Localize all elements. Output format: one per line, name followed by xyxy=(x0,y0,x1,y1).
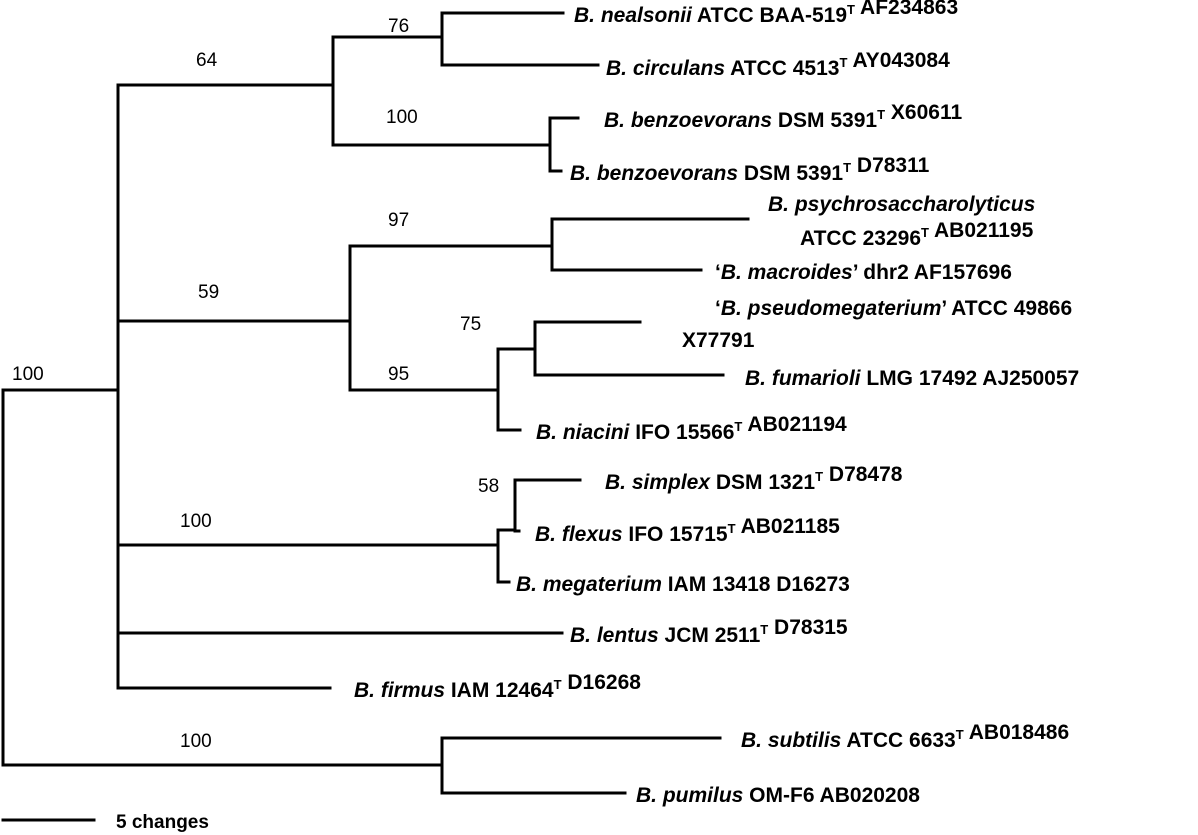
bootstrap-value: 75 xyxy=(460,314,481,335)
bootstrap-value: 95 xyxy=(388,364,409,385)
taxon-label-flexus: B. flexus IFO 15715T AB021185 xyxy=(535,515,840,546)
scale-bar-label: 5 changes xyxy=(116,812,209,833)
taxon-label-megaterium: B. megaterium IAM 13418 D16273 xyxy=(516,573,850,596)
taxon-label-pseudomegaterium-line2: X77791 xyxy=(682,329,755,352)
bootstrap-values: 76 64 100 97 59 75 95 100 58 100 100 xyxy=(12,16,499,752)
taxon-label-circulans: B. circulans ATCC 4513T AY043084 xyxy=(606,49,950,80)
taxon-label-macroides: ‘B. macroides’ dhr2 AF157696 xyxy=(715,261,1012,284)
taxon-label-subtilis: B. subtilis ATCC 6633T AB018486 xyxy=(741,721,1069,752)
bootstrap-value: 64 xyxy=(196,50,218,71)
bootstrap-value: 100 xyxy=(12,364,44,385)
taxon-labels: B. nealsonii ATCC BAA-519T AF234863 B. ci… xyxy=(354,0,1079,807)
taxon-label-simplex: B. simplex DSM 1321T D78478 xyxy=(605,463,903,494)
taxon-label-firmus: B. firmus IAM 12464T D16268 xyxy=(354,671,641,702)
taxon-label-benzoevorans-1: B. benzoevorans DSM 5391T X60611 xyxy=(604,101,962,132)
taxon-label-pumilus: B. pumilus OM-F6 AB020208 xyxy=(636,784,920,807)
bootstrap-value: 97 xyxy=(388,210,409,231)
bootstrap-value: 100 xyxy=(386,107,418,128)
bootstrap-value: 76 xyxy=(388,16,409,37)
bootstrap-value: 58 xyxy=(478,476,499,497)
bootstrap-value: 100 xyxy=(180,731,212,752)
tree-branches xyxy=(1,11,750,795)
bootstrap-value: 100 xyxy=(180,511,212,532)
taxon-label-psychrosaccharolyticus: B. psychrosaccharolyticus xyxy=(768,193,1035,216)
taxon-label-psychrosaccharolyticus-line2: ATCC 23296T AB021195 xyxy=(800,219,1034,250)
taxon-label-pseudomegaterium: ‘B. pseudomegaterium’ ATCC 49866 xyxy=(715,297,1072,320)
taxon-label-benzoevorans-2: B. benzoevorans DSM 5391T D78311 xyxy=(570,154,930,185)
taxon-label-lentus: B. lentus JCM 2511T D78315 xyxy=(570,616,848,647)
scale-bar: 5 changes xyxy=(1,812,209,833)
bootstrap-value: 59 xyxy=(198,282,219,303)
taxon-label-fumarioli: B. fumarioli LMG 17492 AJ250057 xyxy=(745,367,1079,390)
taxon-label-nealsonii: B. nealsonii ATCC BAA-519T AF234863 xyxy=(574,0,958,27)
taxon-label-niacini: B. niacini IFO 15566T AB021194 xyxy=(536,413,847,444)
